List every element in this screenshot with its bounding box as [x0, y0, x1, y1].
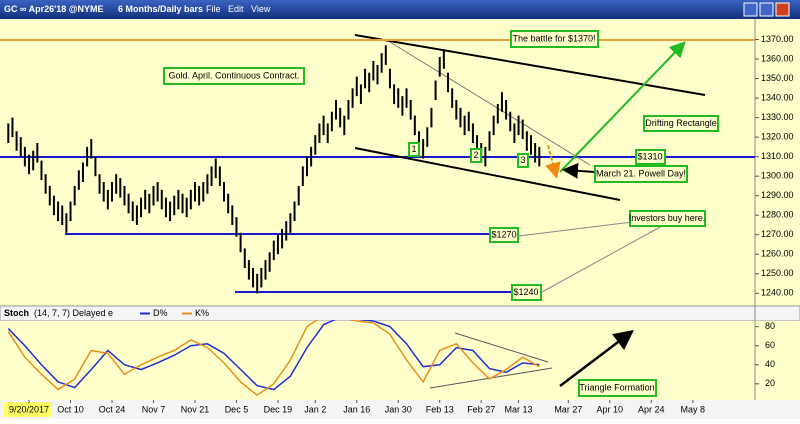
arrow — [545, 144, 561, 179]
y-tick-label: 1370.00 — [761, 34, 794, 44]
y-tick-label: 1340.00 — [761, 92, 794, 102]
x-tick-label: Apr 24 — [638, 404, 665, 414]
x-tick-label: Jan 2 — [304, 404, 326, 414]
x-tick-label: Jan 30 — [385, 404, 412, 414]
x-tick-label: May 8 — [681, 404, 706, 414]
y-tick-label: 40 — [765, 359, 775, 369]
minimize-button[interactable] — [743, 2, 758, 17]
annotation-box — [489, 227, 519, 243]
annotation: The battle for $1370! — [512, 33, 595, 43]
indicator-title: Stoch — [4, 308, 29, 318]
x-tick-label: Feb 27 — [467, 404, 495, 414]
stoch-line — [7, 320, 540, 391]
x-tick-label: Jan 16 — [343, 404, 370, 414]
stoch-header — [0, 305, 800, 322]
y-tick-label: 1290.00 — [761, 190, 794, 200]
annotation-box — [408, 142, 420, 157]
y-tick-label: 1240.00 — [761, 288, 794, 298]
arrow — [559, 329, 634, 387]
y-tick-label: 1360.00 — [761, 53, 794, 63]
arrow — [562, 162, 596, 179]
y-tick-label: 1300.00 — [761, 171, 794, 181]
price-panel — [0, 19, 800, 306]
x-tick-label: Oct 10 — [57, 404, 84, 414]
x-tick-label: Nov 21 — [181, 404, 210, 414]
x-tick-label: Nov 7 — [142, 404, 166, 414]
annotation: $1240 — [513, 287, 538, 297]
annotation-box — [643, 115, 719, 132]
legend: D% K% — [140, 308, 209, 318]
annotation-box — [517, 153, 529, 168]
x-tick-label: Apr 10 — [597, 404, 624, 414]
trend-line — [354, 34, 706, 96]
symbol: GC ∞ Apr26'18 @NYME — [4, 4, 104, 14]
annotation-box — [510, 30, 599, 48]
y-tick-label: 20 — [765, 378, 775, 388]
annotation: Triangle Formation — [579, 382, 654, 392]
triangle-line — [454, 332, 549, 363]
annotation: Gold. April. Continuous Contract. — [168, 70, 299, 80]
y-tick-label: 60 — [765, 340, 775, 350]
pointer-line — [541, 225, 663, 293]
x-tick-label: Dec 19 — [264, 404, 293, 414]
pointer-line — [518, 221, 633, 237]
y-tick-label: 1330.00 — [761, 112, 794, 122]
annotation-box — [511, 284, 542, 301]
trend-line — [389, 41, 591, 166]
annotation-box — [629, 210, 706, 227]
y-tick-label: 1260.00 — [761, 249, 794, 259]
annotation: $1310 — [637, 151, 662, 161]
date-strip — [0, 400, 800, 419]
annotation-box — [594, 165, 688, 183]
stoch-plot — [7, 320, 553, 397]
x-tick-label: Mar 27 — [554, 404, 582, 414]
annotation-box — [578, 379, 657, 397]
arrow — [559, 41, 686, 173]
annotation: March 21. Powell Day! — [596, 168, 686, 178]
y-tick-label: 1310.00 — [761, 151, 794, 161]
current-date-highlight — [4, 402, 52, 417]
y-tick-label: 1250.00 — [761, 268, 794, 278]
legend-label: K% — [195, 308, 209, 318]
period: 6 Months/Daily bars — [118, 4, 203, 14]
stoch-line — [7, 320, 540, 397]
annotation-box — [163, 67, 305, 85]
indicator-params: (14, 7, 7) Delayed e — [34, 308, 113, 318]
y-tick-label: 1270.00 — [761, 229, 794, 239]
y-tick-label: 80 — [765, 321, 775, 331]
menu-item[interactable]: File — [206, 4, 221, 14]
y-tick-label: 1280.00 — [761, 210, 794, 220]
x-tick-label: Dec 5 — [225, 404, 249, 414]
close-button[interactable] — [775, 2, 790, 17]
maximize-button[interactable] — [759, 2, 774, 17]
x-tick-label: Feb 13 — [426, 404, 454, 414]
annotation: $1270 — [491, 229, 516, 239]
x-tick-label: Mar 13 — [505, 404, 533, 414]
annotation: 1 — [411, 144, 416, 154]
legend-label: D% — [153, 308, 168, 318]
price-plot — [0, 34, 755, 294]
menu-item[interactable]: Edit — [228, 4, 244, 14]
x-tick-label: Oct 24 — [99, 404, 126, 414]
y-tick-label: 1350.00 — [761, 73, 794, 83]
trend-line — [354, 147, 621, 201]
annotation-box — [470, 148, 482, 163]
annotation: Investors buy here. — [629, 213, 706, 223]
annotation-box — [635, 149, 666, 165]
stoch-panel — [0, 321, 800, 400]
annotation: Drifting Rectangle — [645, 118, 717, 128]
annotation: 3 — [520, 155, 525, 165]
y-tick-label: 1320.00 — [761, 131, 794, 141]
x-tick-label: 9/20/2017 — [9, 404, 49, 414]
title-bar — [0, 0, 800, 19]
menu-item[interactable]: View — [251, 4, 271, 14]
annotation: 2 — [473, 150, 478, 160]
